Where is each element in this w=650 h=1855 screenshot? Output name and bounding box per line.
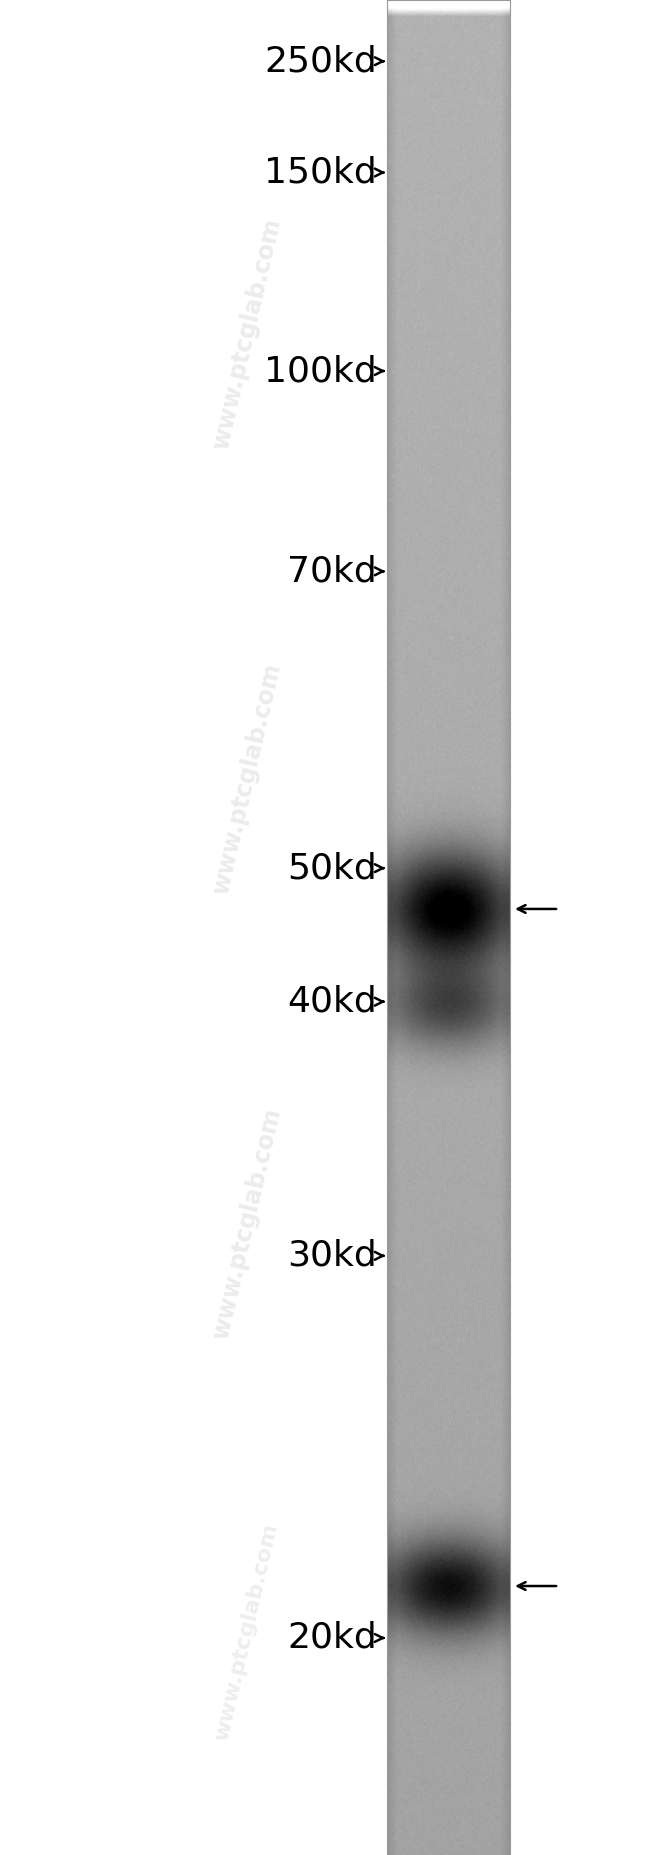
Text: 150kd: 150kd [265, 156, 377, 189]
Text: 30kd: 30kd [287, 1239, 377, 1273]
Text: 250kd: 250kd [265, 45, 377, 78]
Text: 50kd: 50kd [287, 851, 377, 885]
Text: www.ptcglab.com: www.ptcglab.com [209, 1106, 285, 1343]
Bar [387, 0, 510, 1855]
Text: www.ptcglab.com: www.ptcglab.com [212, 1521, 282, 1744]
Text: 70kd: 70kd [287, 555, 377, 588]
Text: 40kd: 40kd [287, 985, 377, 1018]
Text: 20kd: 20kd [287, 1621, 377, 1655]
Text: 100kd: 100kd [265, 354, 377, 388]
Text: www.ptcglab.com: www.ptcglab.com [209, 215, 285, 453]
Text: www.ptcglab.com: www.ptcglab.com [209, 660, 285, 898]
